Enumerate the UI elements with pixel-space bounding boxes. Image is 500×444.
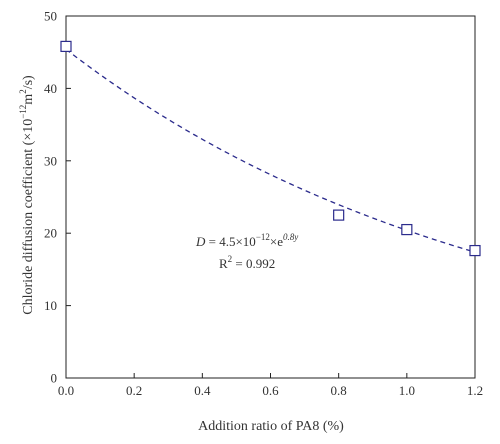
y-axis-label-mid: m (21, 94, 36, 105)
plot-frame (65, 15, 476, 379)
data-point (333, 209, 345, 221)
x-tick-label: 0.6 (262, 383, 279, 398)
y-tick-label: 0 (51, 371, 58, 386)
fit-equation-times: ×e (270, 234, 283, 249)
y-tick-label: 10 (44, 298, 57, 313)
data-points (60, 40, 481, 257)
y-axis-label-prefix: Chloride diffusion coefficient (×10 (21, 119, 36, 315)
fit-curve (65, 48, 476, 253)
fit-equation-exp: −12 (256, 232, 270, 242)
y-tick-label: 30 (44, 153, 57, 168)
y-tick-label: 40 (44, 81, 57, 96)
y-axis-label-exp2: 2 (18, 89, 28, 94)
fit-equation: D = 4.5×10−12×e0.8y (195, 232, 298, 249)
fit-equation-exp2: 0.8y (283, 232, 298, 242)
r-squared-value: = 0.992 (232, 256, 275, 271)
fit-equation-eq: = 4.5×10 (205, 234, 255, 249)
data-point (401, 223, 413, 236)
data-point (469, 244, 481, 257)
x-tick-label: 0.4 (194, 383, 211, 398)
fit-equation-var: D (195, 234, 206, 249)
r-squared: R2 = 0.992 (219, 254, 275, 271)
x-tick-label: 0.8 (331, 383, 347, 398)
y-axis-label-exp: −12 (18, 105, 28, 119)
y-tick-label: 20 (44, 226, 57, 241)
x-tick-label: 1.2 (467, 383, 483, 398)
x-axis-ticks: 0.0 0.2 0.4 0.6 0.8 1.0 1.2 (58, 373, 483, 398)
x-axis-label: Addition ratio of PA8 (%) (198, 419, 344, 434)
y-tick-label: 50 (44, 9, 57, 24)
r-squared-exp: 2 (228, 254, 233, 264)
y-axis-label: Chloride diffusion coefficient (×10−12m2… (18, 75, 36, 315)
y-axis-label-suffix: /s) (21, 75, 36, 89)
x-tick-label: 0.0 (58, 383, 74, 398)
y-axis-ticks: 0 10 20 30 40 50 (44, 9, 71, 386)
x-tick-label: 0.2 (126, 383, 142, 398)
x-tick-label: 1.0 (399, 383, 415, 398)
r-squared-base: R (219, 256, 228, 271)
data-point (60, 40, 72, 53)
